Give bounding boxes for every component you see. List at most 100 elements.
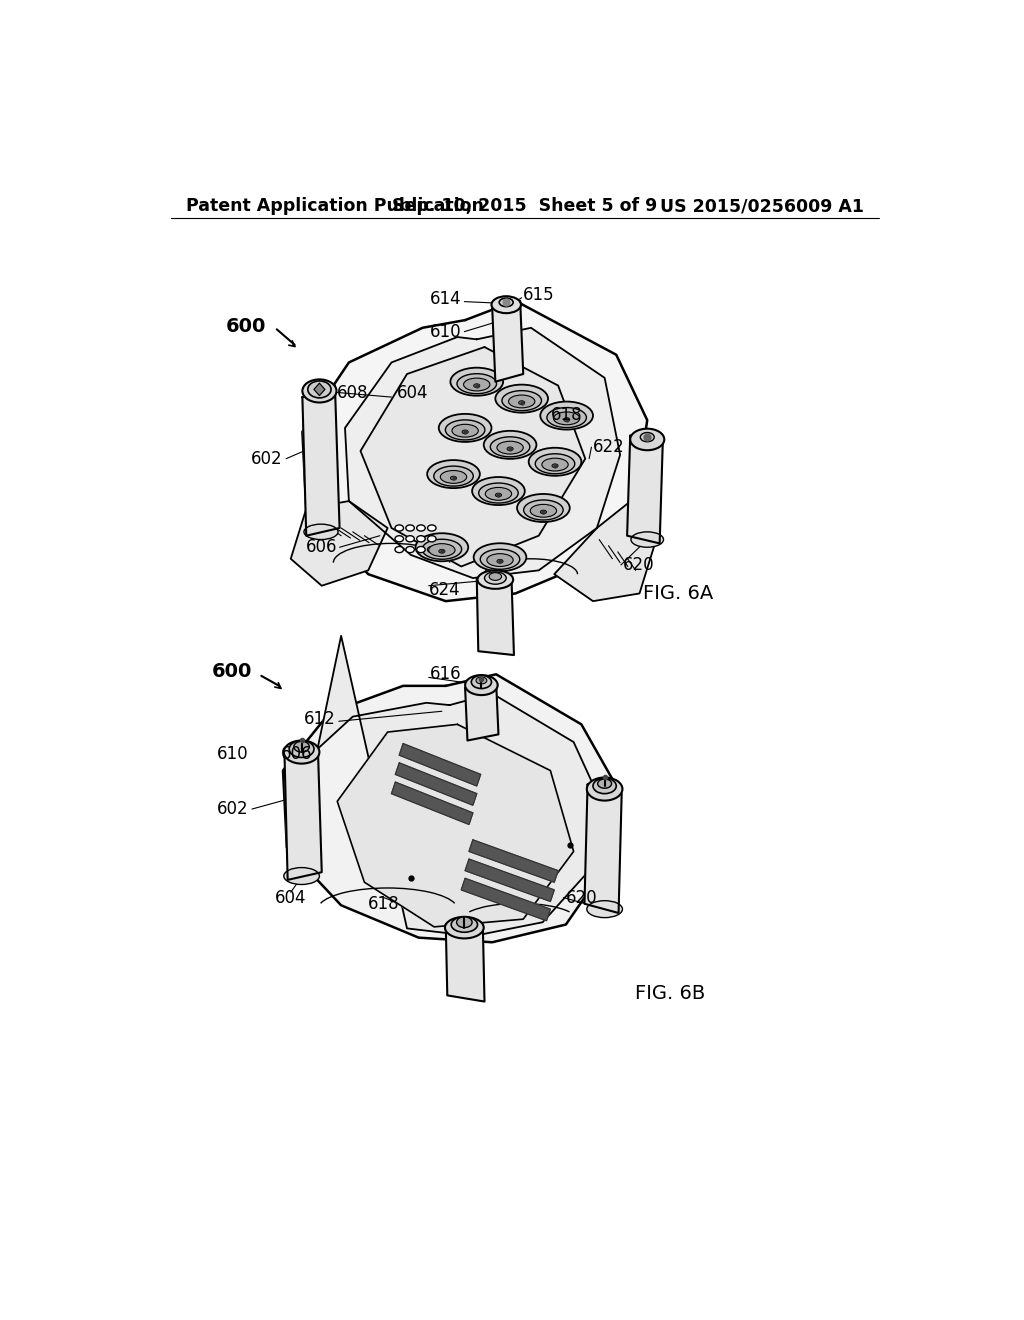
Ellipse shape <box>631 532 664 548</box>
Text: 600: 600 <box>225 317 266 335</box>
Polygon shape <box>391 781 473 825</box>
Polygon shape <box>337 725 573 927</box>
Text: FIG. 6B: FIG. 6B <box>635 985 706 1003</box>
Ellipse shape <box>406 525 415 531</box>
Ellipse shape <box>477 570 513 589</box>
Text: 610: 610 <box>216 744 248 763</box>
Ellipse shape <box>523 500 563 520</box>
Text: 622: 622 <box>593 438 625 457</box>
Text: 604: 604 <box>275 888 306 907</box>
Ellipse shape <box>428 525 436 531</box>
Text: 604: 604 <box>397 384 428 403</box>
Ellipse shape <box>465 675 498 696</box>
Text: 606: 606 <box>281 744 312 763</box>
Text: 602: 602 <box>216 800 248 818</box>
Ellipse shape <box>630 429 665 450</box>
Polygon shape <box>399 743 480 785</box>
Ellipse shape <box>428 536 436 541</box>
Ellipse shape <box>518 401 525 404</box>
Polygon shape <box>302 301 647 601</box>
Ellipse shape <box>474 544 526 572</box>
Ellipse shape <box>541 401 593 429</box>
Ellipse shape <box>289 741 314 758</box>
Ellipse shape <box>587 900 623 917</box>
Text: 608: 608 <box>337 384 369 403</box>
Polygon shape <box>395 763 477 805</box>
Ellipse shape <box>464 378 489 391</box>
Ellipse shape <box>472 477 524 506</box>
Ellipse shape <box>496 384 548 413</box>
Ellipse shape <box>438 414 492 442</box>
Ellipse shape <box>496 494 502 496</box>
Text: 615: 615 <box>523 286 555 305</box>
Ellipse shape <box>492 296 521 313</box>
Ellipse shape <box>416 533 468 561</box>
Text: 614: 614 <box>430 290 461 309</box>
Ellipse shape <box>445 420 485 440</box>
Ellipse shape <box>587 777 623 800</box>
Ellipse shape <box>480 549 520 569</box>
Polygon shape <box>314 383 325 396</box>
Ellipse shape <box>438 549 445 553</box>
Ellipse shape <box>478 483 518 503</box>
Polygon shape <box>585 784 622 913</box>
Text: 610: 610 <box>430 322 461 341</box>
Ellipse shape <box>541 510 547 513</box>
Text: 618: 618 <box>368 895 399 912</box>
Ellipse shape <box>476 677 486 684</box>
Text: 620: 620 <box>623 556 654 574</box>
Polygon shape <box>493 301 523 381</box>
Ellipse shape <box>417 525 425 531</box>
Ellipse shape <box>552 463 558 467</box>
Ellipse shape <box>395 525 403 531</box>
Polygon shape <box>291 502 388 586</box>
Ellipse shape <box>497 560 503 564</box>
Polygon shape <box>345 327 621 578</box>
Ellipse shape <box>395 546 403 553</box>
Ellipse shape <box>302 379 337 403</box>
Ellipse shape <box>457 374 497 393</box>
Polygon shape <box>285 747 322 880</box>
Text: 600: 600 <box>212 661 252 681</box>
Ellipse shape <box>554 412 580 425</box>
Ellipse shape <box>528 447 582 475</box>
Ellipse shape <box>486 553 513 566</box>
Ellipse shape <box>471 676 492 689</box>
Ellipse shape <box>452 917 477 932</box>
Text: 624: 624 <box>429 581 461 598</box>
Ellipse shape <box>497 441 523 454</box>
Ellipse shape <box>517 494 569 521</box>
Ellipse shape <box>502 391 542 411</box>
Text: Sep. 10, 2015  Sheet 5 of 9: Sep. 10, 2015 Sheet 5 of 9 <box>392 197 657 215</box>
Polygon shape <box>445 924 484 1002</box>
Ellipse shape <box>304 524 338 540</box>
Polygon shape <box>302 385 340 536</box>
Ellipse shape <box>451 477 457 480</box>
Ellipse shape <box>427 461 480 488</box>
Ellipse shape <box>428 546 436 553</box>
Ellipse shape <box>563 417 569 421</box>
Polygon shape <box>469 840 558 882</box>
Ellipse shape <box>530 504 557 517</box>
Ellipse shape <box>451 368 503 396</box>
Polygon shape <box>299 636 601 936</box>
Polygon shape <box>283 675 616 942</box>
Ellipse shape <box>536 454 574 474</box>
Ellipse shape <box>417 536 425 541</box>
Polygon shape <box>465 682 499 741</box>
Ellipse shape <box>640 433 654 442</box>
Ellipse shape <box>547 408 587 428</box>
Ellipse shape <box>308 381 331 397</box>
Ellipse shape <box>429 544 455 557</box>
Ellipse shape <box>483 430 537 459</box>
Ellipse shape <box>509 395 535 408</box>
Ellipse shape <box>490 437 529 457</box>
Ellipse shape <box>406 546 415 553</box>
Ellipse shape <box>457 917 472 928</box>
Text: 620: 620 <box>566 888 597 907</box>
Polygon shape <box>465 859 554 902</box>
Text: 602: 602 <box>251 450 283 467</box>
Text: FIG. 6A: FIG. 6A <box>643 583 714 603</box>
Ellipse shape <box>284 741 319 763</box>
Ellipse shape <box>484 572 506 585</box>
